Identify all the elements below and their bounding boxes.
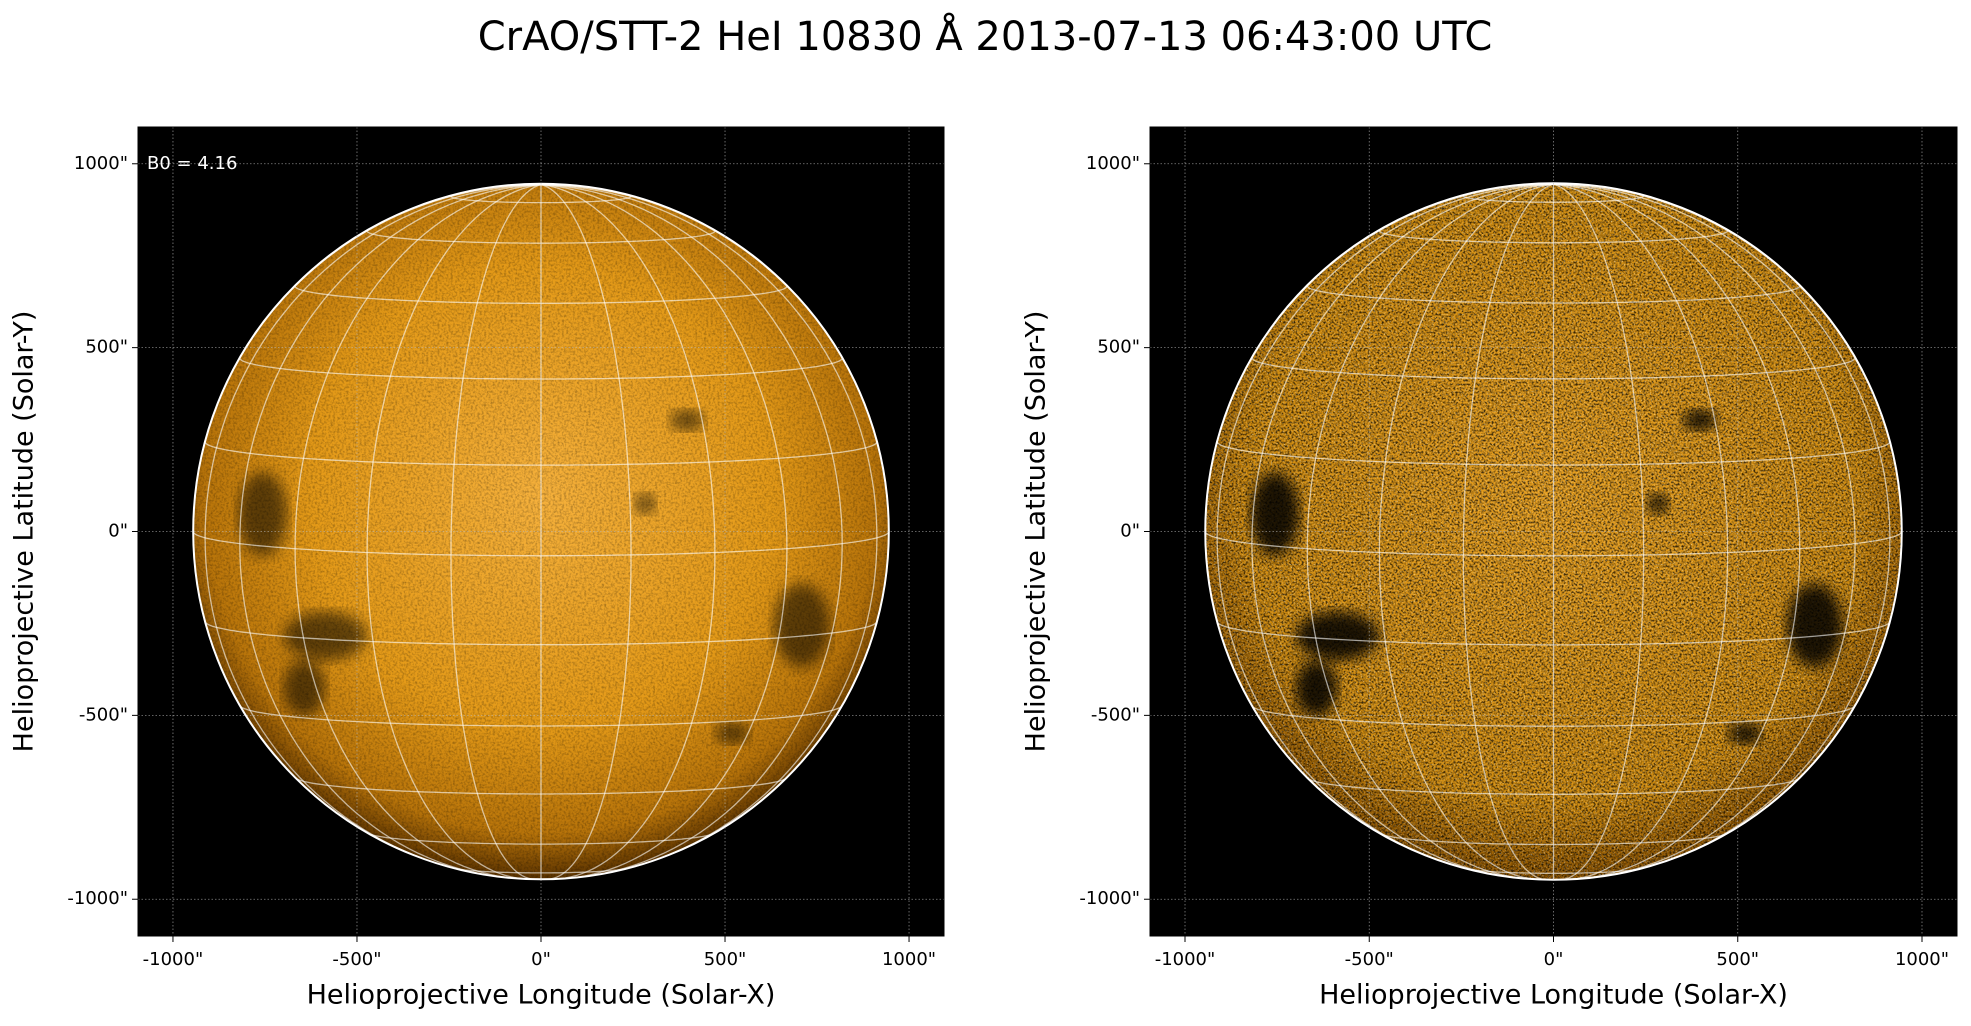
meridian (540, 183, 632, 880)
parallel (1216, 441, 1891, 466)
meridian (1462, 183, 1554, 881)
meridian (540, 183, 878, 868)
parallel (204, 441, 878, 466)
y-tick-label: 1000" (74, 153, 128, 174)
filament (774, 583, 830, 668)
y-tick-label: 1000" (1086, 153, 1140, 174)
y-tick-label: 0" (108, 521, 128, 542)
parallel (192, 531, 890, 557)
filament (669, 409, 705, 431)
panel: -1000" -500" 0" 500" 1000" -1000" -500" 0" 500" 1… (1021, 126, 1958, 1011)
meridian (450, 183, 542, 880)
meridian (366, 183, 542, 880)
y-tick-label: 500" (85, 337, 128, 358)
meridian (1216, 183, 1554, 868)
x-tick-label: 1000" (882, 949, 936, 970)
x-axis-label: Helioprojective Longitude (Solar-X) (307, 980, 776, 1011)
y-tick-label: -500" (79, 704, 128, 725)
meridian (1553, 183, 1729, 880)
x-tick-label: -1000" (1155, 949, 1216, 970)
filament (1682, 409, 1718, 431)
meridian (1553, 183, 1891, 868)
parallel (1216, 621, 1891, 646)
filament (1786, 583, 1843, 668)
y-tick-label: -1000" (1079, 888, 1140, 909)
x-tick-label: -500" (332, 949, 381, 970)
meridian (540, 183, 788, 879)
filament (1295, 660, 1338, 717)
y-tick-label: -500" (1091, 704, 1140, 725)
parallel (296, 778, 786, 795)
x-tick-label: 500" (1716, 949, 1759, 970)
meridian (294, 183, 542, 879)
annotation: B0 = 4.16 (147, 153, 237, 174)
filament (283, 660, 326, 716)
meridian (1553, 183, 1801, 880)
filament (283, 611, 368, 661)
axes-frame (1149, 126, 1958, 937)
meridian (540, 183, 716, 880)
x-axis-label: Helioprojective Longitude (Solar-X) (1319, 980, 1788, 1011)
panel: -1000" -500" 0" 500" 1000" -1000" -500" 0" 500" 1… (9, 126, 945, 1011)
filament (1295, 611, 1380, 661)
parallel (204, 621, 878, 646)
y-tick-label: 500" (1097, 337, 1140, 358)
filament (238, 472, 288, 556)
meridian (1553, 183, 1856, 878)
meridian (1306, 183, 1554, 880)
meridian (1251, 183, 1554, 878)
meridian (1553, 183, 1645, 881)
axes-frame (137, 126, 945, 937)
filament (1727, 723, 1763, 744)
figure-title: CrAO/STT-2 HeI 10830 Å 2013-07-13 06:43:… (478, 12, 1493, 60)
x-tick-label: -500" (1345, 949, 1394, 970)
y-axis-label: Helioprojective Latitude (Solar-Y) (9, 311, 40, 753)
y-tick-label: -1000" (67, 888, 128, 909)
meridian (204, 183, 542, 868)
y-tick-label: 0" (1120, 521, 1140, 542)
x-tick-label: 0" (531, 949, 551, 970)
parallel (368, 833, 714, 845)
parallel (1251, 356, 1856, 380)
y-axis-label: Helioprojective Latitude (Solar-Y) (1021, 311, 1052, 753)
meridian (1378, 183, 1554, 880)
x-tick-label: 500" (704, 949, 747, 970)
meridian (239, 183, 542, 878)
x-tick-label: -1000" (143, 949, 204, 970)
parallel (450, 196, 632, 204)
parallel (1308, 778, 1799, 795)
parallel (1462, 195, 1645, 203)
filament (714, 722, 750, 744)
meridian (540, 183, 843, 878)
filament (1250, 472, 1300, 556)
filament (634, 493, 656, 515)
x-tick-label: 1000" (1895, 949, 1949, 970)
filament (1647, 493, 1669, 515)
parallel (1204, 531, 1903, 557)
x-tick-label: 0" (1544, 949, 1564, 970)
